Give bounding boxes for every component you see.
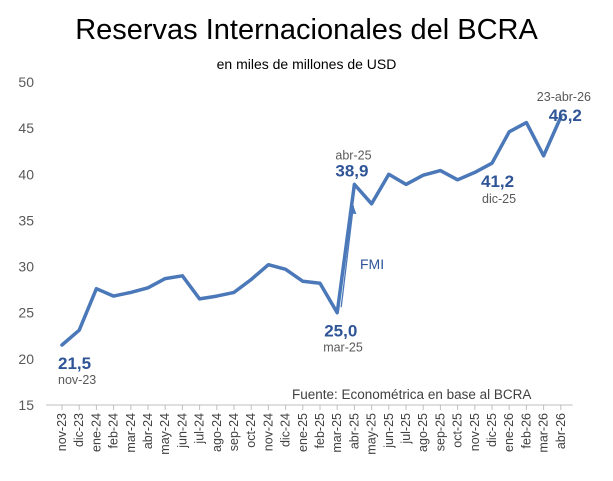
value-label: 38,9 [335, 161, 368, 180]
x-tick-label: ene-26 [502, 413, 516, 452]
x-tick-label: nov-23 [55, 413, 69, 451]
x-tick-label: oct-24 [244, 413, 258, 448]
x-tick-label: mar-26 [537, 413, 551, 453]
x-tick-label: may-24 [158, 413, 172, 455]
value-label: 41,2 [481, 172, 514, 191]
x-tick-label: feb-26 [519, 413, 533, 448]
x-tick-label: abr-24 [141, 413, 155, 449]
x-tick-label: nov-24 [261, 413, 275, 451]
date-label: dic-25 [482, 192, 516, 206]
series-line [60, 115, 563, 347]
y-tick-label: 50 [18, 74, 34, 90]
value-label: 25,0 [324, 322, 357, 341]
x-tick-label: ene-25 [296, 413, 310, 452]
chart-title: Reservas Internacionales del BCRA [75, 14, 538, 46]
x-tick-label: may-25 [365, 413, 379, 455]
x-tick-label: dic-23 [72, 413, 86, 447]
x-tick-label: jul-25 [399, 413, 413, 445]
x-tick-label: jun-25 [382, 413, 396, 449]
x-tick-label: ago-24 [210, 413, 224, 452]
value-label: 21,5 [58, 354, 91, 373]
x-tick-label: feb-24 [107, 413, 121, 448]
date-label: nov-23 [58, 373, 96, 387]
x-tick-label: abr-25 [347, 413, 361, 449]
y-tick-label: 25 [18, 305, 34, 321]
y-tick-label: 45 [18, 120, 34, 136]
date-label: mar-25 [323, 341, 363, 355]
value-label: 46,2 [549, 106, 582, 125]
x-tick-label: ene-24 [89, 413, 103, 452]
fmi-arrow-head [348, 205, 357, 215]
y-tick-label: 40 [18, 166, 34, 182]
x-tick-label: sep-24 [227, 413, 241, 451]
y-tick-label: 35 [18, 212, 34, 228]
x-tick-label: feb-25 [313, 413, 327, 448]
x-tick-label: nov-25 [468, 413, 482, 451]
y-tick-label: 30 [18, 259, 34, 275]
date-label: abr-25 [335, 148, 371, 162]
x-tick-label: mar-24 [124, 413, 138, 453]
fmi-label: FMI [360, 256, 384, 272]
x-axis: nov-23 dic-23 ene-24 feb-24 mar-24 abr-24 may-… [46, 404, 573, 455]
x-tick-label: ago-25 [416, 413, 430, 452]
x-tick-label: dic-25 [485, 413, 499, 447]
x-tick-label: oct-25 [451, 413, 465, 448]
x-tick-label: jun-24 [175, 413, 189, 449]
x-tick-label: dic-24 [279, 413, 293, 447]
series-group [60, 115, 563, 347]
x-tick-label: sep-25 [433, 413, 447, 451]
x-tick-label: jul-24 [193, 413, 207, 445]
x-tick-label: mar-25 [330, 413, 344, 453]
source-note: Fuente: Econométrica en base al BCRA [292, 387, 532, 402]
y-tick-label: 15 [18, 397, 34, 413]
fmi-arrow [340, 205, 355, 308]
y-axis: 15 20 25 30 35 40 45 50 [18, 74, 34, 413]
date-label: 23-abr-26 [537, 90, 591, 104]
chart-subtitle: en miles de millones de USD [216, 56, 397, 72]
y-tick-label: 20 [18, 351, 34, 367]
x-tick-label: abr-26 [554, 413, 568, 449]
